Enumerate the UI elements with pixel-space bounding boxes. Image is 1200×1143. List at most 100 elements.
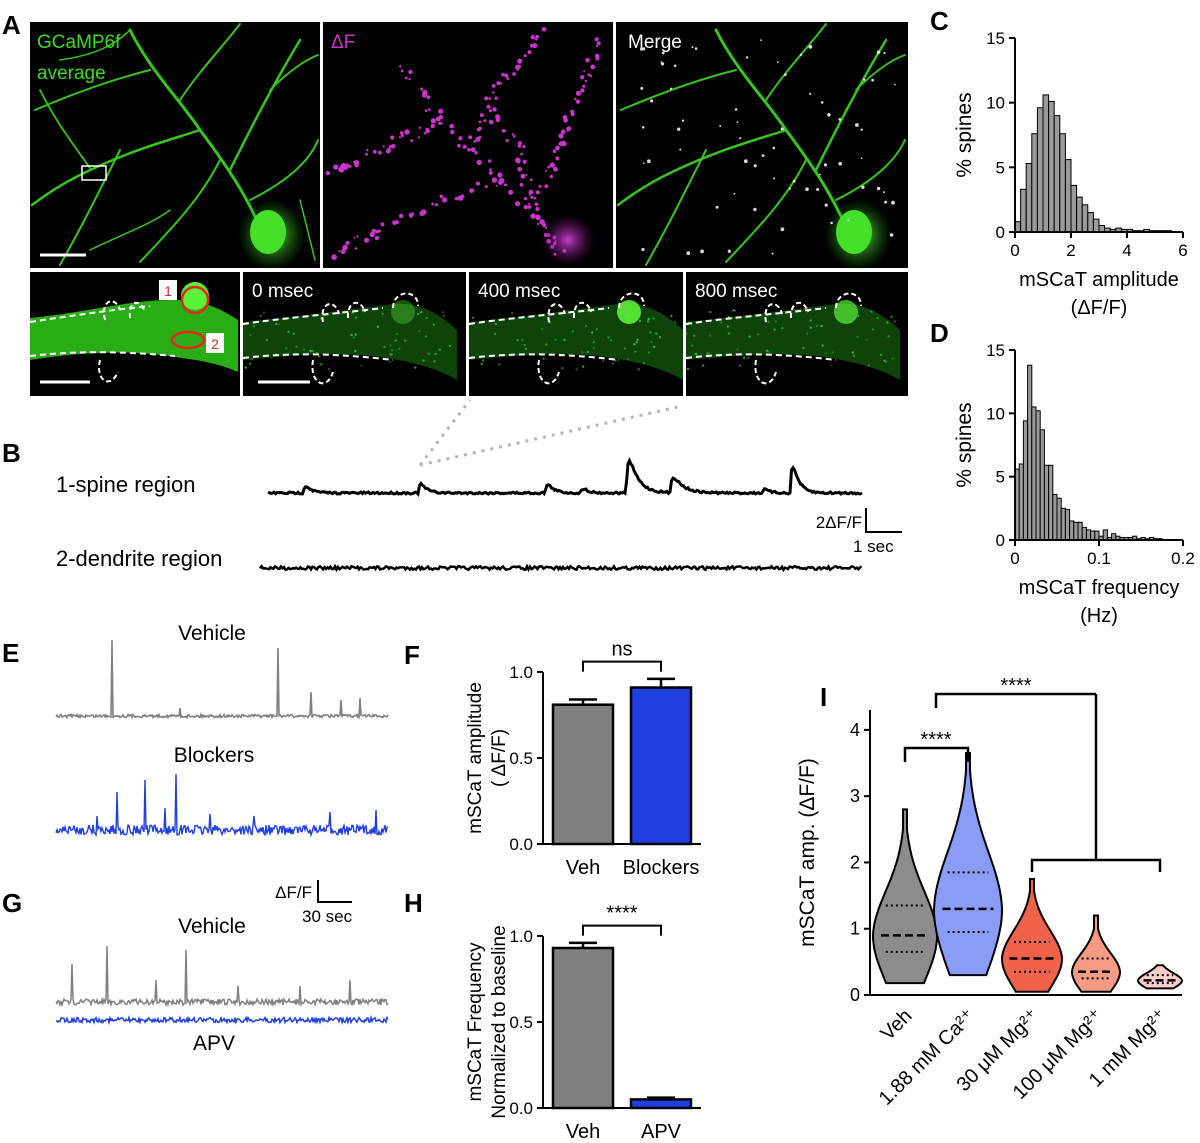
frame-pixel <box>595 327 599 331</box>
merge-puncta <box>727 249 731 253</box>
frame-pixel <box>652 317 655 320</box>
df-puncta <box>354 162 359 168</box>
df-puncta <box>450 129 455 135</box>
df-puncta <box>398 213 404 219</box>
df-puncta <box>454 196 459 201</box>
df-puncta <box>473 140 477 143</box>
df-puncta <box>478 135 482 139</box>
merge-puncta <box>847 219 850 222</box>
merge-puncta <box>760 39 762 42</box>
y-tick-label: 2 <box>850 852 860 872</box>
histogram-bar <box>1053 115 1061 233</box>
frame-pixel <box>541 327 544 331</box>
frame-pixel <box>561 367 564 370</box>
significance-bracket <box>582 924 662 936</box>
histogram-bar <box>1085 529 1092 541</box>
histogram-bar <box>1073 521 1079 541</box>
df-puncta <box>518 141 522 146</box>
frame-pixel <box>360 364 363 367</box>
merge-puncta <box>780 227 785 232</box>
df-puncta <box>476 181 480 186</box>
x-tick-label: Veh <box>877 1005 917 1045</box>
frame-pixel <box>292 332 295 335</box>
label-vehicle-g: Vehicle <box>178 915 246 938</box>
x-tick-label: 0 <box>1010 241 1019 260</box>
frame-pixel <box>655 332 658 335</box>
frame-pixel <box>623 347 627 350</box>
merge-puncta <box>894 83 896 86</box>
df-puncta <box>528 189 534 195</box>
frame-pixel <box>601 359 605 362</box>
df-puncta <box>530 213 536 219</box>
merge-puncta <box>819 173 821 176</box>
trace-vehicle-g <box>55 945 389 1008</box>
df-puncta <box>439 121 443 125</box>
merge-puncta <box>889 233 894 237</box>
df-puncta <box>426 95 431 99</box>
df-puncta <box>566 126 572 131</box>
df-puncta <box>505 139 509 143</box>
merge-puncta <box>871 78 874 82</box>
frame-pixel <box>398 347 401 351</box>
merge-puncta <box>743 159 748 164</box>
panel-e: E Vehicle Blockers <box>2 622 389 838</box>
y-tick-label: 0.5 <box>509 749 533 768</box>
panel-g: G ΔF/F 30 sec Vehicle APV <box>2 880 389 1055</box>
df-puncta <box>506 77 510 80</box>
frame-pixel <box>381 312 384 316</box>
frame-pixel <box>523 343 526 347</box>
df-puncta <box>340 163 346 169</box>
histogram-bar <box>1056 497 1062 541</box>
df-puncta <box>364 237 370 243</box>
y-tick-label: 3 <box>850 786 860 806</box>
df-puncta <box>398 136 401 139</box>
df-puncta <box>425 128 431 134</box>
df-puncta <box>552 149 557 154</box>
y-tick-label: 0 <box>850 985 860 1005</box>
frame-pixel <box>886 321 889 324</box>
df-puncta <box>582 84 586 88</box>
df-puncta <box>449 123 454 129</box>
df-puncta <box>517 144 522 148</box>
frame-pixel <box>442 314 446 318</box>
y-axis-label: % spines <box>953 92 976 177</box>
y-tick-label: 10 <box>986 94 1005 113</box>
frame-pixel <box>747 356 750 359</box>
violin-5 <box>1137 964 1183 990</box>
x-tick-label: APV <box>641 1121 682 1143</box>
df-puncta <box>483 119 487 123</box>
df-puncta <box>574 97 577 101</box>
frame-pixel <box>738 364 741 367</box>
df-puncta <box>527 205 532 209</box>
histogram-bar <box>1022 420 1029 541</box>
frame-pixel <box>319 363 323 366</box>
bar-veh <box>551 946 615 1110</box>
frame-pixel <box>748 335 751 338</box>
y-tick-label: 5 <box>996 158 1005 177</box>
merge-puncta <box>838 161 842 166</box>
frame-pixel <box>611 362 615 365</box>
merge-puncta <box>883 191 885 194</box>
image-delta-f: ΔF <box>323 22 613 268</box>
df-puncta <box>488 159 492 163</box>
frame-pixel <box>805 332 809 335</box>
df-puncta <box>400 131 404 135</box>
frame-pixel <box>428 352 431 355</box>
df-puncta <box>356 235 359 238</box>
merge-puncta <box>669 87 673 91</box>
df-puncta <box>523 54 527 57</box>
df-puncta <box>392 220 397 226</box>
df-puncta <box>561 140 567 147</box>
df-puncta <box>420 87 424 91</box>
df-puncta <box>580 88 585 93</box>
y-axis-label: mSCaT amplitude <box>465 682 486 834</box>
df-puncta <box>374 235 380 241</box>
df-puncta <box>474 151 478 155</box>
df-puncta <box>430 123 435 129</box>
frame-pixel <box>633 343 636 346</box>
frame-pixel <box>885 360 888 364</box>
frame-pixel <box>815 324 818 327</box>
x-axis-label-line2: (ΔF/F) <box>1071 297 1128 319</box>
histogram-bar <box>1064 509 1071 541</box>
df-puncta <box>594 37 599 42</box>
